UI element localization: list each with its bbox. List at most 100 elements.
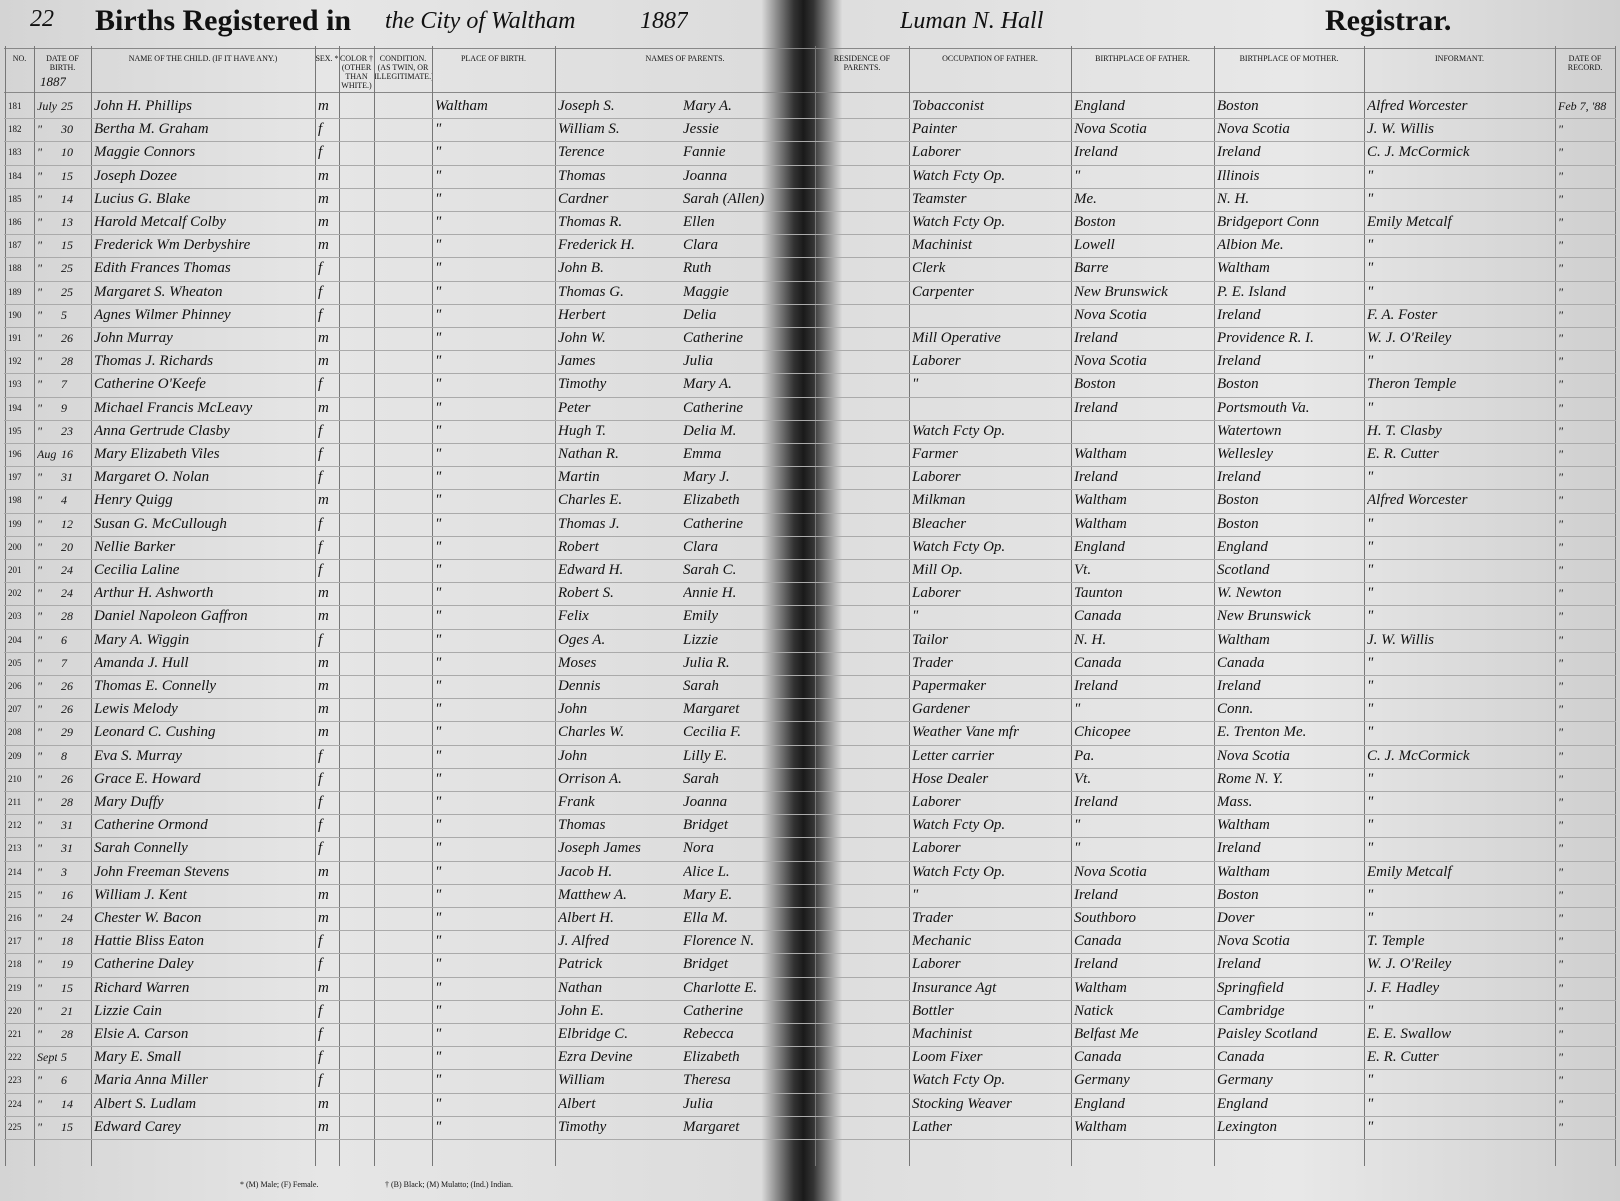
cell bbox=[377, 420, 431, 443]
cell: m bbox=[318, 1118, 329, 1135]
cell: Thomas J. bbox=[558, 515, 620, 532]
cell: Cardner bbox=[558, 190, 609, 207]
cell: Timothy bbox=[558, 376, 607, 393]
row-rule bbox=[4, 535, 1616, 537]
cell: 210 bbox=[8, 773, 22, 784]
cell bbox=[377, 350, 431, 373]
cell: Peter bbox=[558, 399, 591, 416]
cell: Hose Dealer bbox=[912, 770, 989, 787]
cell: E. Trenton Me. bbox=[1217, 724, 1307, 741]
cell bbox=[342, 536, 373, 559]
column-header: No. bbox=[12, 54, 27, 63]
cell: " bbox=[435, 631, 442, 648]
cell: " bbox=[1074, 701, 1081, 718]
cell: " bbox=[37, 1027, 43, 1041]
cell: " bbox=[1558, 447, 1564, 461]
cell bbox=[818, 304, 908, 327]
cell bbox=[342, 188, 373, 211]
cell bbox=[342, 745, 373, 768]
cell bbox=[818, 513, 908, 536]
cell: Boston bbox=[1217, 492, 1259, 509]
cell: " bbox=[435, 979, 442, 996]
cell: Catherine Daley bbox=[94, 956, 194, 973]
cell: Ireland bbox=[1074, 956, 1118, 973]
row-rule bbox=[4, 930, 1616, 932]
cell: 212 bbox=[8, 820, 22, 831]
cell: " bbox=[37, 980, 43, 995]
cell bbox=[818, 791, 908, 814]
cell: " bbox=[37, 261, 43, 276]
cell bbox=[1074, 420, 1213, 443]
cell: 215 bbox=[8, 889, 22, 900]
cell: William bbox=[558, 1072, 605, 1089]
cell: Watch Fcty Op. bbox=[912, 214, 1006, 230]
cell: Chicopee bbox=[1074, 724, 1131, 741]
cell: m bbox=[318, 678, 329, 694]
cell: Thomas E. Connelly bbox=[94, 678, 217, 694]
cell: 184 bbox=[8, 170, 22, 181]
cell: Mill Operative bbox=[912, 330, 1001, 346]
cell bbox=[342, 281, 373, 304]
cell bbox=[342, 698, 373, 721]
cell bbox=[377, 281, 431, 304]
cell: " bbox=[435, 863, 442, 880]
row-rule bbox=[4, 999, 1616, 1001]
cell bbox=[377, 536, 431, 559]
cell: 26 bbox=[61, 679, 73, 693]
cell: " bbox=[1367, 770, 1374, 787]
cell bbox=[818, 953, 908, 976]
cell: 21 bbox=[61, 1003, 73, 1018]
cell: " bbox=[1558, 632, 1564, 647]
cell: " bbox=[435, 840, 442, 857]
cell: Elbridge C. bbox=[558, 1026, 628, 1042]
cell: m bbox=[318, 608, 329, 625]
cell: Canada bbox=[1217, 1049, 1265, 1066]
cell bbox=[342, 1000, 373, 1023]
row-rule bbox=[4, 605, 1616, 607]
cell bbox=[818, 373, 908, 396]
cell: Maggie Connors bbox=[94, 144, 196, 161]
cell bbox=[342, 211, 373, 234]
cell: John B. bbox=[558, 260, 604, 277]
cell: 26 bbox=[61, 702, 73, 717]
cell: Nova Scotia bbox=[1074, 353, 1147, 370]
cell: Agnes Wilmer Phinney bbox=[94, 306, 231, 323]
cell: Margaret S. Wheaton bbox=[94, 283, 223, 300]
cell: Ellen bbox=[683, 214, 715, 230]
cell: 189 bbox=[8, 286, 22, 297]
cell: John Freeman Stevens bbox=[94, 863, 230, 880]
cell: Lewis Melody bbox=[94, 701, 178, 718]
cell: John bbox=[558, 747, 588, 764]
cell: 3 bbox=[61, 864, 67, 879]
cell: Michael Francis McLeavy bbox=[94, 399, 253, 416]
cell: Ireland bbox=[1217, 956, 1261, 973]
cell: Gardener bbox=[912, 701, 970, 718]
cell: " bbox=[37, 887, 43, 902]
cell: Taunton bbox=[1074, 585, 1123, 602]
cell: Nova Scotia bbox=[1217, 747, 1290, 764]
cell: " bbox=[1367, 794, 1374, 810]
cell: Canada bbox=[1217, 654, 1265, 671]
cell: 31 bbox=[61, 841, 73, 856]
cell bbox=[377, 373, 431, 396]
cell: Letter carrier bbox=[912, 747, 995, 764]
cell: 6 bbox=[61, 632, 67, 647]
cell: 28 bbox=[61, 609, 73, 624]
cell: Waltham bbox=[1074, 979, 1127, 996]
cell: New Brunswick bbox=[1074, 283, 1168, 300]
cell: Nova Scotia bbox=[1217, 933, 1290, 950]
cell bbox=[818, 327, 908, 350]
cell: " bbox=[1558, 168, 1564, 183]
cell: Emily bbox=[683, 608, 718, 625]
cell bbox=[818, 861, 908, 884]
cell: 30 bbox=[61, 122, 73, 137]
cell bbox=[912, 304, 1070, 327]
cell: 15 bbox=[61, 980, 73, 995]
cell: Matthew A. bbox=[558, 886, 627, 903]
cell: 187 bbox=[8, 240, 22, 251]
cell bbox=[377, 165, 431, 188]
cell: 6 bbox=[61, 1073, 67, 1088]
cell: Belfast Me bbox=[1074, 1026, 1139, 1042]
cell: Joseph S. bbox=[558, 98, 615, 114]
year-note: 1887 bbox=[40, 74, 66, 89]
